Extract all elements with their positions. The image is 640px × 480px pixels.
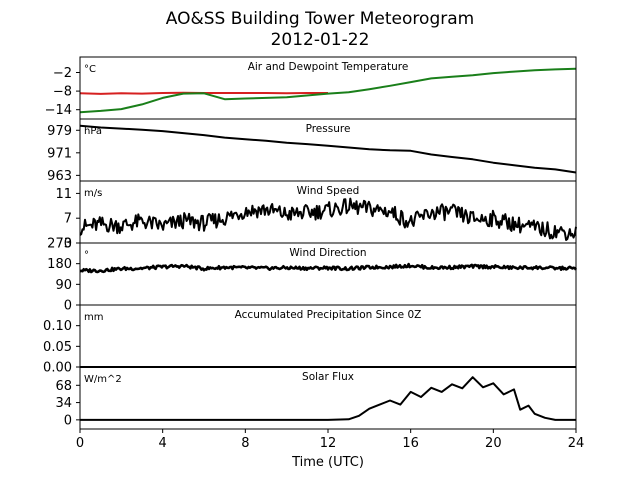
y-tick-label: 3 [64,237,72,252]
y-tick-label: 7 [64,212,72,227]
y-tick-label: 34 [55,396,72,411]
panel-unit: W/m^2 [84,374,122,385]
panel-unit: hPa [84,126,102,137]
y-tick-label: 0.00 [43,361,72,376]
panel-1: 979 971 963 hPa Pressure [47,118,577,184]
panel-5: 68 34 0 W/m^2 Solar Flux [55,366,577,430]
panel-title: Pressure [306,123,351,135]
x-axis-label: Time (UTC) [291,455,364,470]
panel-title: Air and Dewpoint Temperature [248,61,409,73]
panel-unit: mm [84,312,103,323]
y-tick-label: 90 [55,278,72,293]
x-tick-label: 0 [76,436,84,451]
y-tick-label: −14 [45,103,72,118]
y-tick-label: −2 [53,66,72,81]
y-tick-label: −8 [53,85,72,100]
panel-4: 0.10 0.05 0.00 mm Accumulated Precipitation … [43,304,577,376]
series-line [79,262,578,274]
series-line [80,376,576,421]
x-tick-label: 20 [485,436,502,451]
y-tick-label: 971 [47,146,72,161]
y-tick-label: 0 [64,299,72,314]
y-tick-label: 0 [64,413,72,428]
panel-unit: m/s [84,188,102,199]
panel-unit: °C [84,64,96,75]
series-line [79,124,577,174]
panel-2: 11 7 3 m/s Wind Speed [55,180,577,252]
x-tick-label: 24 [568,436,585,451]
y-tick-label: 180 [47,257,72,272]
panel-3: 270 180 90 0 ° Wind Direction [47,237,578,314]
series-line [79,67,577,114]
y-tick-label: 68 [55,379,72,394]
y-tick-label: 0.10 [43,319,72,334]
panel-0: −2 −8 −14 °C Air and Dewpoint Temperature [45,56,577,120]
panel-title: Wind Direction [289,247,366,259]
x-axis: 0 4 8 12 16 20 24 [76,429,584,451]
panel-title: Solar Flux [302,371,354,383]
x-tick-label: 4 [159,436,167,451]
panel-unit: ° [84,250,89,261]
panel-title: Accumulated Precipitation Since 0Z [235,309,422,321]
y-tick-label: 963 [47,169,72,184]
series-line [79,197,577,241]
y-tick-label: 0.05 [43,340,72,355]
panels: −2 −8 −14 °C Air and Dewpoint Temperature 979… [43,56,578,430]
chart-title: AO&SS Building Tower Meteorogram [166,9,474,29]
panel-title: Wind Speed [297,185,360,197]
y-tick-label: 979 [47,124,72,139]
x-tick-label: 12 [320,436,337,451]
x-tick-label: 8 [241,436,249,451]
chart-subtitle: 2012-01-22 [271,30,370,50]
y-tick-label: 11 [55,187,72,202]
y-tick-label: 270 [47,237,72,252]
x-tick-label: 16 [402,436,419,451]
